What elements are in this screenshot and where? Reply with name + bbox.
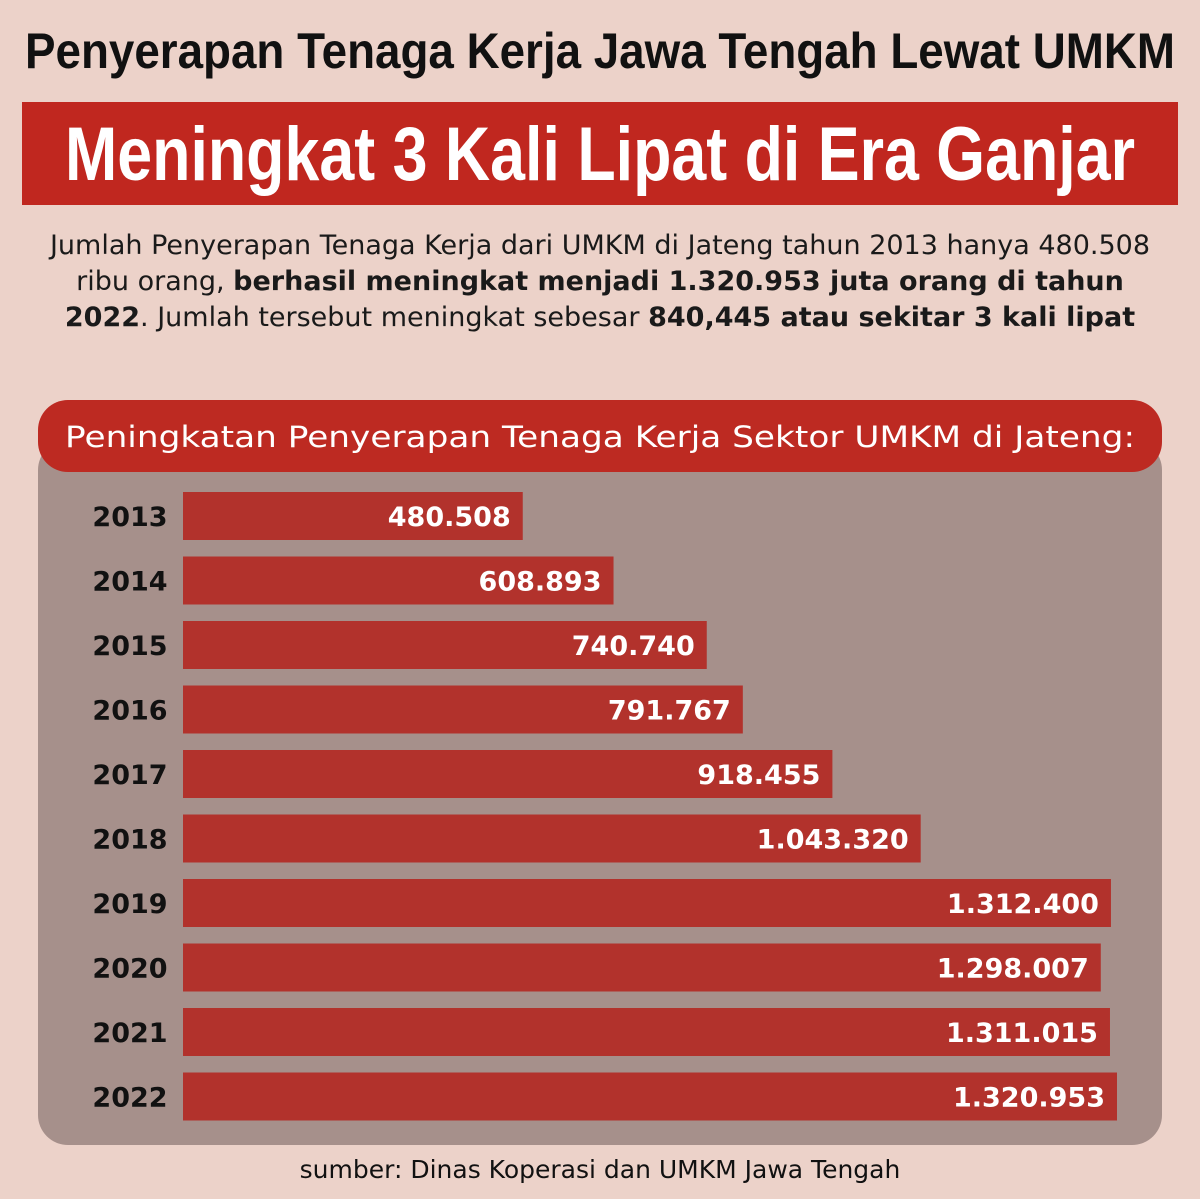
description: Jumlah Penyerapan Tenaga Kerja dari UMKM… <box>40 228 1160 336</box>
description-segment: 840,445 atau sekitar 3 kali lipat <box>648 302 1136 333</box>
y-tick-label: 2015 <box>92 631 167 662</box>
y-tick-label: 2019 <box>92 889 167 920</box>
bar <box>183 814 921 863</box>
description-segment: . Jumlah tersebut meningkat sebesar <box>140 302 649 333</box>
bar <box>183 556 614 605</box>
bar <box>183 1008 1110 1056</box>
y-tick-label: 2022 <box>92 1083 167 1114</box>
value-label: 918.455 <box>697 760 820 791</box>
value-label: 1.043.320 <box>757 825 909 856</box>
value-label: 1.311.015 <box>946 1018 1098 1049</box>
value-label: 608.893 <box>479 567 602 598</box>
y-tick-label: 2020 <box>92 954 167 985</box>
chart-title: Peningkatan Penyerapan Tenaga Kerja Sekt… <box>65 420 1135 454</box>
description-segment: Jumlah Penyerapan Tenaga Kerja dari UMKM… <box>49 230 1151 297</box>
bar <box>183 943 1101 992</box>
value-label: 740.740 <box>572 631 695 662</box>
y-tick-label: 2016 <box>92 696 167 727</box>
y-tick-label: 2018 <box>92 825 167 856</box>
source: sumber: Dinas Koperasi dan UMKM Jawa Ten… <box>300 1155 901 1184</box>
chart-title-box <box>38 400 1162 472</box>
value-label: 480.508 <box>388 502 511 533</box>
bar <box>183 492 523 540</box>
bar <box>183 621 707 669</box>
description-segment: berhasil meningkat menjadi 1.320.953 jut… <box>64 266 1124 333</box>
title: Penyerapan Tenaga Kerja Jawa Tengah Lewa… <box>25 23 1175 79</box>
y-tick-label: 2013 <box>92 502 167 533</box>
subtitle: Meningkat 3 Kali Lipat di Era Ganjar <box>65 112 1135 197</box>
subtitle-box <box>22 102 1178 205</box>
value-label: 1.312.400 <box>947 889 1099 920</box>
bar <box>183 1072 1117 1121</box>
bar <box>183 750 833 798</box>
y-tick-label: 2017 <box>92 760 167 791</box>
value-label: 791.767 <box>608 696 731 727</box>
bar <box>183 879 1111 927</box>
bar <box>183 685 743 734</box>
y-tick-label: 2014 <box>92 567 167 598</box>
value-label: 1.320.953 <box>953 1083 1105 1114</box>
value-label: 1.298.007 <box>937 954 1089 985</box>
y-tick-label: 2021 <box>92 1018 167 1049</box>
